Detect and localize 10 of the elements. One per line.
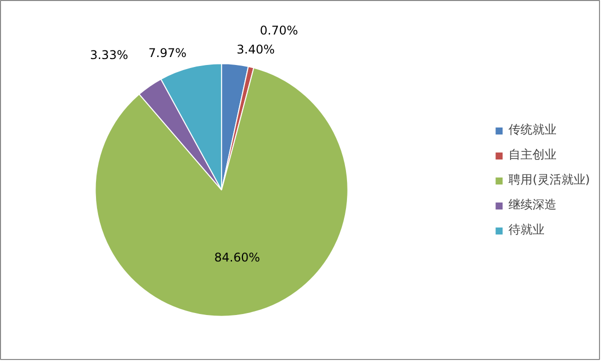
legend-label: 聘用(灵活就业) [508, 172, 590, 188]
legend-label: 传统就业 [508, 122, 557, 138]
data-label: 0.70% [260, 23, 298, 38]
legend-label: 自主创业 [508, 146, 557, 164]
data-label: 3.40% [236, 42, 275, 56]
data-label: 7.97% [148, 46, 187, 60]
data-label: 3.33% [90, 48, 128, 62]
legend-label: 继续深造 [508, 196, 557, 214]
legend-label: 待就业 [508, 222, 545, 238]
data-label: 84.60% [214, 250, 260, 265]
